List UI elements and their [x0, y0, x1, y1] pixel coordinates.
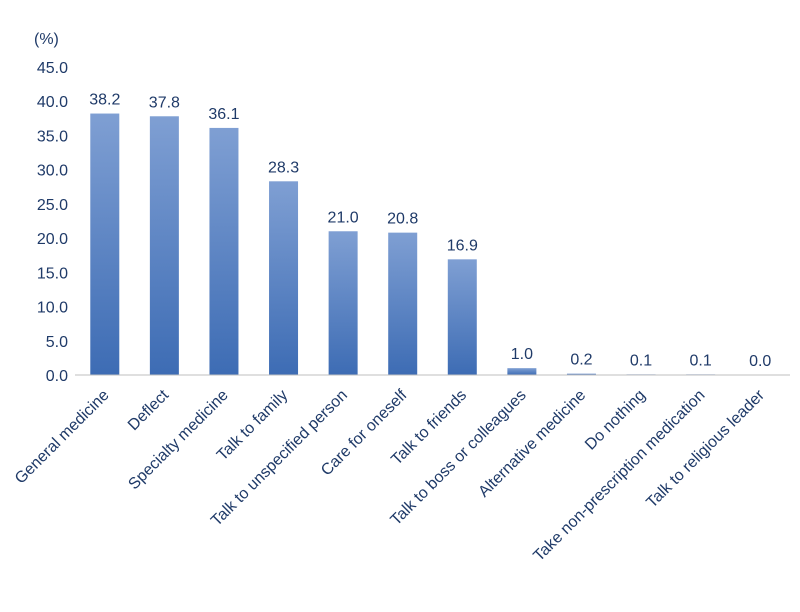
bar-value-label: 0.0: [749, 353, 771, 370]
bar: [566, 373, 596, 375]
value-labels: 38.2 37.8 36.1 28.3 21.0 20.8 16.9 1.0 0.2 0.1 0.1…: [89, 92, 771, 370]
y-axis-unit-label: (%): [34, 31, 59, 48]
bar-value-label: 1.0: [511, 346, 533, 363]
category-label: Specialty medicine: [125, 387, 231, 493]
bar-value-label: 37.8: [149, 94, 180, 111]
y-tick-label: 40.0: [37, 94, 68, 111]
category-label: Alternative medicine: [475, 387, 589, 501]
bar: [149, 116, 179, 375]
bar: [90, 113, 120, 375]
y-tick-label: 35.0: [37, 128, 68, 145]
bar-value-label: 0.1: [630, 352, 652, 369]
y-axis-ticks: 0.0 5.0 10.0 15.0 20.0 25.0 30.0 35.0 40.0 45.0: [37, 60, 68, 385]
y-tick-label: 30.0: [37, 163, 68, 180]
category-label: General medicine: [12, 387, 113, 488]
bar: [328, 231, 358, 375]
y-tick-label: 15.0: [37, 265, 68, 282]
y-tick-label: 10.0: [37, 300, 68, 317]
y-tick-label: 0.0: [46, 368, 68, 385]
bar: [269, 181, 299, 375]
bar: [209, 127, 239, 375]
bar-value-label: 21.0: [328, 209, 359, 226]
bar-value-label: 0.2: [570, 352, 592, 369]
bar-value-label: 20.8: [387, 211, 418, 228]
category-label: Deflect: [125, 386, 173, 434]
bar-value-label: 28.3: [268, 159, 299, 176]
bar: [507, 368, 537, 375]
bar: [388, 232, 418, 375]
y-tick-label: 45.0: [37, 60, 68, 77]
y-tick-label: 20.0: [37, 231, 68, 248]
y-tick-label: 25.0: [37, 197, 68, 214]
bar-value-label: 36.1: [208, 106, 239, 123]
category-label: Talk to religious leader: [643, 386, 768, 511]
bars: [90, 113, 716, 375]
y-tick-label: 5.0: [46, 334, 68, 351]
bar-value-label: 38.2: [89, 92, 120, 109]
bar-value-label: 16.9: [447, 237, 478, 254]
bar: [447, 259, 477, 375]
bar-value-label: 0.1: [690, 352, 712, 369]
